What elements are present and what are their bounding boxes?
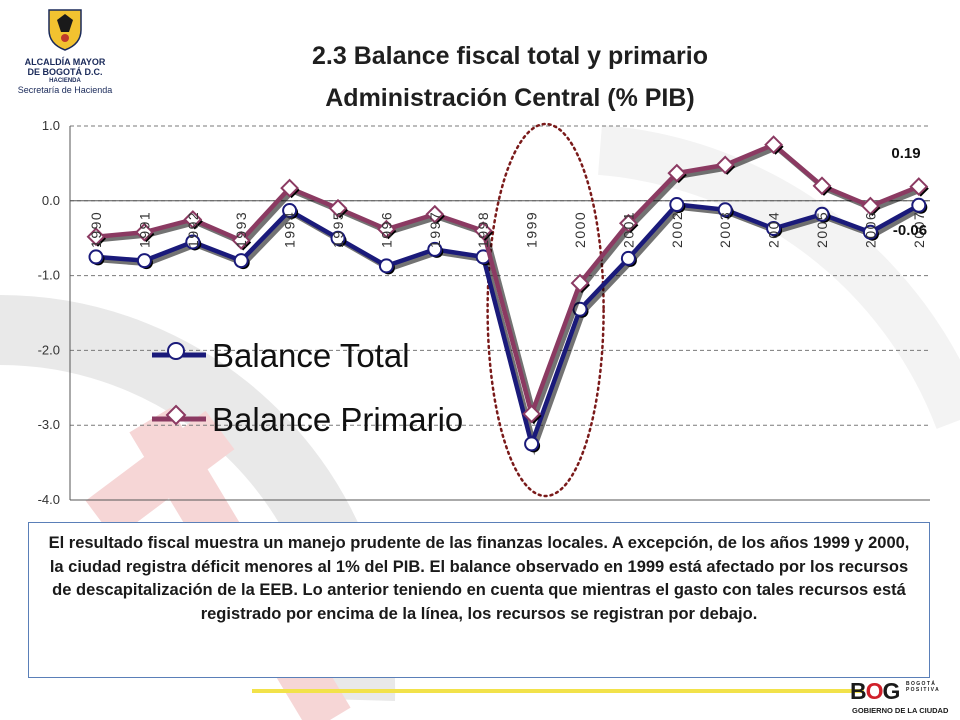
bog-side-2: P O S I T I V A [906,687,939,693]
highlight-ellipse [486,122,605,498]
data-point [812,176,832,196]
series-line-1 [95,202,920,447]
chart-title: 2.3 Balance fiscal total y primario [312,42,708,70]
chart-subtitle: Administración Central (% PIB) [325,84,695,112]
data-point [183,210,203,229]
data-point [330,230,346,246]
annotation-primario-2007: 0.19 [891,145,920,162]
data-point [376,219,396,239]
coat-of-arms-icon [48,9,82,51]
x-tick-label: 1992 [185,211,201,248]
bogota-positiva-logo: BOG B O G O T Á P O S I T I V A GOBIERNO… [848,678,956,718]
logo-line-4: Secretaría de Hacienda [17,85,113,95]
annotation-total-2007: -0.06 [893,222,927,239]
data-point [86,227,106,247]
bog-side-text: B O G O T Á P O S I T I V A [906,681,939,693]
commentary-text: El resultado fiscal muestra un manejo pr… [48,534,910,623]
x-tick-label: 1997 [427,211,443,248]
x-tick-label: 1995 [330,211,346,248]
series-line-2 [95,142,920,417]
x-tick-label: 1990 [88,211,104,248]
data-point [618,213,638,233]
series-lines [86,135,929,456]
data-point [669,197,685,213]
data-point [88,249,104,265]
data-point [717,202,733,218]
data-point [231,231,251,250]
x-tick-label: 2002 [669,211,685,248]
logo-line-3: HACIENDA [49,78,81,84]
bog-letter-b: B [850,678,867,704]
y-tick-label: 1.0 [42,118,60,133]
annotations: 0.19 -0.06 [891,145,927,239]
data-point [378,258,394,274]
data-point [667,163,687,183]
footer-rule [252,689,864,693]
legend-marker [167,342,185,360]
x-tick-label: 2004 [766,211,782,248]
data-point [427,241,443,257]
axes: 1.0 0.0 -1.0 -2.0 -3.0 -4.0 [38,118,930,507]
data-point [185,234,201,250]
y-tick-label: -3.0 [38,417,60,432]
x-tick-label: 2003 [717,211,733,248]
data-point [136,253,152,269]
bog-letter-o: O [865,678,884,704]
data-point [282,203,298,219]
data-point [425,204,445,224]
x-tick-label: 1991 [136,211,152,248]
data-point [814,206,830,222]
data-point [233,253,249,269]
data-point [862,224,878,240]
data-point [473,221,493,241]
bog-side-1: B O G O T Á [906,681,935,687]
y-tick-label: 0.0 [42,193,60,208]
data-point [524,436,540,452]
x-tick-label: 2007 [911,211,927,248]
x-tick-label: 2000 [572,211,588,248]
series-shadow-2 [98,144,923,426]
bog-letter-g: G [882,678,901,704]
data-point [715,155,735,175]
legend-label: Balance Primario [212,401,463,438]
bog-subtitle: GOBIERNO DE LA CIUDAD [852,706,949,715]
data-point [280,178,300,198]
alcaldia-logo: ALCALDÍA MAYOR DE BOGOTÁ D.C. HACIENDA S… [6,6,124,98]
data-point [570,273,590,293]
y-tick-label: -1.0 [38,268,60,283]
legend-label: Balance Total [212,337,410,374]
x-tick-label: 1993 [233,211,249,248]
x-tick-labels: 1990 1991 1992 1993 1994 1995 1996 1997 1998 1999… [88,211,927,248]
data-point [766,220,782,236]
data-point [764,135,784,155]
y-tick-label: -4.0 [38,492,60,507]
highlight-1999 [486,122,605,498]
bog-letters: BOG [850,678,901,705]
legend: Balance Total Balance Primario [152,337,463,438]
x-tick-label: 1996 [378,211,394,248]
data-point [620,250,636,266]
data-point [328,198,348,218]
logo-line-2: DE BOGOTÁ D.C. [27,67,103,77]
commentary-box: El resultado fiscal muestra un manejo pr… [28,522,930,678]
data-point [911,197,927,213]
x-tick-label: 1994 [282,211,298,248]
data-point [522,404,542,424]
y-tick-label: -2.0 [38,342,60,357]
data-point [134,222,154,242]
data-point [860,196,880,216]
legend-marker [165,404,187,426]
x-tick-label: 2005 [814,211,830,248]
logo-line-1: ALCALDÍA MAYOR [24,57,106,67]
data-point [909,177,929,197]
x-tick-label: 1999 [524,211,540,248]
x-tick-label: 2006 [862,211,878,248]
x-tick-label: 2001 [620,211,636,248]
x-tick-label: 1998 [475,211,491,248]
